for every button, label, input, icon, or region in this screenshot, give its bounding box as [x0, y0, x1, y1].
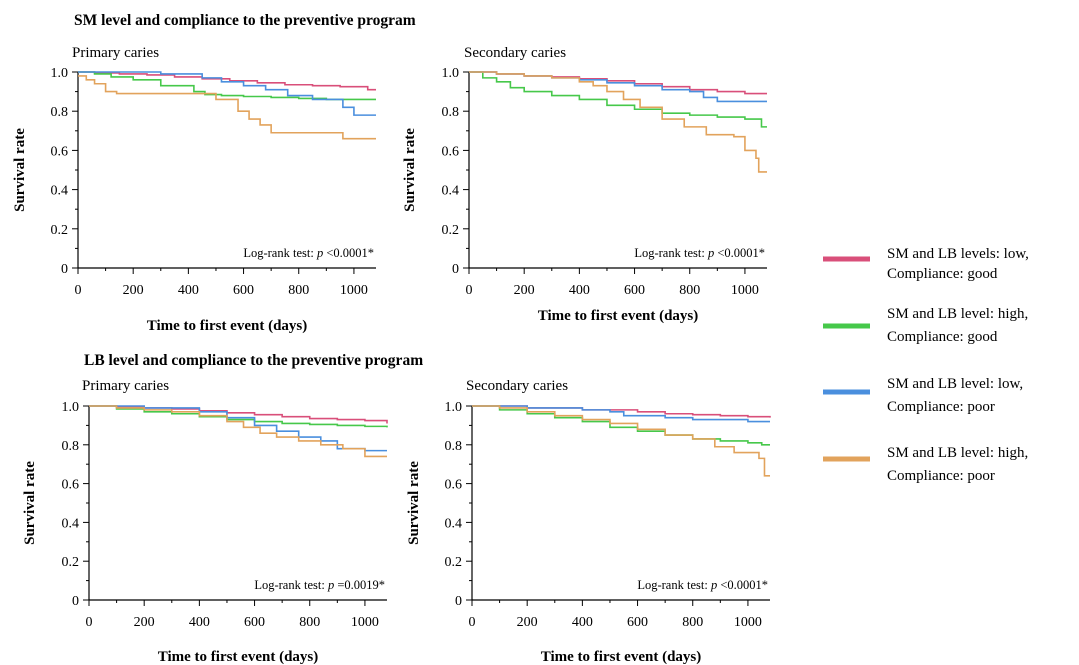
y-tick-label: 0.8: [442, 105, 460, 120]
y-tick-label: 1.0: [445, 400, 463, 415]
y-tick-label: 0.2: [51, 223, 69, 238]
y-axis-label: Survival rate: [402, 128, 418, 212]
x-axis-label: Time to first event (days): [538, 308, 699, 324]
y-tick-label: 0.2: [62, 555, 80, 570]
y-tick-label: 0.6: [62, 478, 80, 493]
panel-sm-primary: Primary caries 0 0.2 0.4 0.6 0.8 1.0 0 200 400 600…: [12, 45, 376, 334]
x-tick-label: 1000: [340, 283, 368, 298]
x-tick-label: 400: [178, 283, 199, 298]
y-tick-label: 0: [72, 594, 79, 609]
y-tick-label: 1.0: [51, 66, 69, 81]
section-title-lb: LB level and compliance to the preventiv…: [84, 352, 423, 369]
series-line-3: [89, 405, 387, 458]
y-axis-label: Survival rate: [22, 461, 38, 545]
series-line-1: [89, 405, 388, 428]
x-tick-label: 400: [572, 615, 593, 630]
y-tick-label: 1.0: [62, 400, 80, 415]
legend-item-sm-lb-low-compliance-poor: SM and LB level: low, Compliance: poor: [823, 376, 1023, 415]
y-tick-label: 0.8: [62, 439, 80, 454]
x-tick-label: 0: [86, 615, 93, 630]
x-tick-label: 800: [299, 615, 320, 630]
x-tick-label: 600: [627, 615, 648, 630]
y-tick-label: 0: [452, 262, 459, 277]
log-rank-annotation: Log-rank test: p =0.0019*: [254, 578, 385, 592]
panel-subtitle: Secondary caries: [464, 45, 566, 61]
legend-label-line2: Compliance: poor: [887, 468, 995, 484]
log-rank-annotation: Log-rank test: p <0.0001*: [243, 246, 374, 260]
y-axis-label: Survival rate: [12, 128, 28, 212]
x-tick-label: 200: [517, 615, 538, 630]
x-tick-label: 400: [569, 283, 590, 298]
series-line-2: [472, 405, 770, 423]
y-tick-label: 0.8: [51, 105, 69, 120]
series-line-0: [78, 71, 376, 91]
panel-subtitle: Secondary caries: [466, 378, 568, 394]
x-axis-label: Time to first event (days): [541, 649, 702, 665]
legend: SM and LB levels: low, Compliance: good …: [823, 246, 1029, 484]
x-axis-label: Time to first event (days): [147, 318, 308, 334]
x-tick-label: 1000: [351, 615, 379, 630]
section-title-sm: SM level and compliance to the preventiv…: [74, 12, 416, 29]
panel-subtitle: Primary caries: [82, 378, 169, 394]
series-line-2: [78, 71, 376, 116]
y-tick-label: 0.4: [51, 184, 69, 199]
log-rank-annotation: Log-rank test: p <0.0001*: [634, 246, 765, 260]
x-tick-label: 0: [75, 283, 82, 298]
x-tick-label: 800: [682, 615, 703, 630]
x-tick-label: 200: [123, 283, 144, 298]
series-line-3: [469, 71, 767, 173]
log-rank-annotation: Log-rank test: p <0.0001*: [637, 578, 768, 592]
legend-item-sm-lb-low-compliance-good: SM and LB levels: low, Compliance: good: [823, 246, 1029, 282]
y-tick-label: 0.4: [445, 516, 463, 531]
x-tick-label: 600: [244, 615, 265, 630]
x-tick-label: 800: [679, 283, 700, 298]
legend-label-line1: SM and LB levels: low,: [887, 246, 1029, 262]
y-axis-label: Survival rate: [406, 461, 422, 545]
y-tick-label: 0.4: [442, 184, 460, 199]
y-tick-label: 1.0: [442, 66, 460, 81]
panel-sm-secondary: Secondary caries 0 0.2 0.4 0.6 0.8 1.0 0 200 400 6…: [402, 45, 767, 324]
x-tick-label: 200: [514, 283, 535, 298]
x-tick-label: 0: [466, 283, 473, 298]
series-line-1: [469, 71, 767, 128]
series-line-3: [78, 75, 376, 140]
legend-label-line2: Compliance: good: [887, 329, 998, 345]
legend-label-line1: SM and LB level: high,: [887, 445, 1028, 461]
y-tick-label: 0.6: [51, 144, 69, 159]
legend-label-line1: SM and LB level: low,: [887, 376, 1023, 392]
x-tick-label: 600: [624, 283, 645, 298]
x-tick-label: 1000: [731, 283, 759, 298]
legend-label-line2: Compliance: good: [887, 266, 998, 282]
x-tick-label: 400: [189, 615, 210, 630]
series-line-2: [469, 71, 767, 103]
x-tick-label: 800: [288, 283, 309, 298]
series-line-1: [78, 71, 376, 101]
series-line-2: [89, 405, 387, 452]
panel-lb-primary: Primary caries 0 0.2 0.4 0.6 0.8 1.0 0 200 400 600…: [22, 378, 388, 665]
x-tick-label: 1000: [734, 615, 762, 630]
legend-item-sm-lb-high-compliance-good: SM and LB level: high, Compliance: good: [823, 306, 1028, 345]
legend-label-line1: SM and LB level: high,: [887, 306, 1028, 322]
y-tick-label: 0.4: [62, 516, 80, 531]
x-tick-label: 0: [469, 615, 476, 630]
legend-item-sm-lb-high-compliance-poor: SM and LB level: high, Compliance: poor: [823, 445, 1028, 484]
y-tick-label: 0.2: [442, 223, 460, 238]
y-tick-label: 0.2: [445, 555, 463, 570]
y-tick-label: 0.6: [445, 478, 463, 493]
panel-subtitle: Primary caries: [72, 45, 159, 61]
legend-label-line2: Compliance: poor: [887, 399, 995, 415]
x-tick-label: 600: [233, 283, 254, 298]
x-tick-label: 200: [134, 615, 155, 630]
y-tick-label: 0.6: [442, 144, 460, 159]
x-axis-label: Time to first event (days): [158, 649, 319, 665]
y-tick-label: 0: [455, 594, 462, 609]
panel-lb-secondary: Secondary caries 0 0.2 0.4 0.6 0.8 1.0 0 200 400 6…: [406, 378, 771, 665]
y-tick-label: 0: [61, 262, 68, 277]
y-tick-label: 0.8: [445, 439, 463, 454]
series-line-3: [472, 405, 770, 477]
